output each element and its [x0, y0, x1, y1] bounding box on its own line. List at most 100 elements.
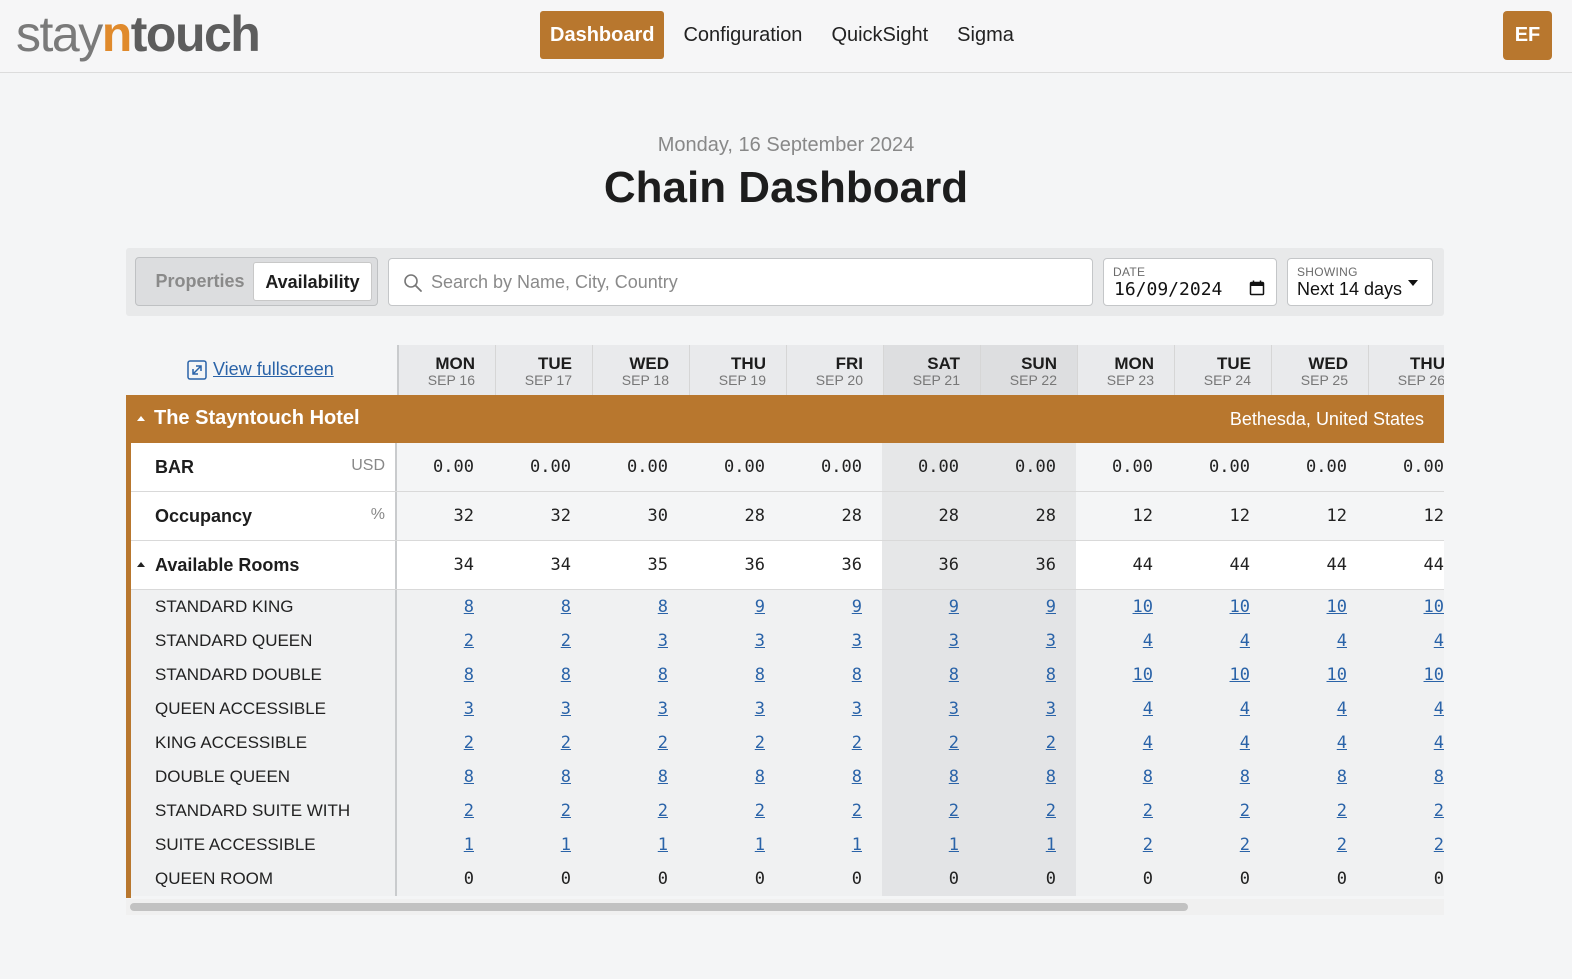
room-count-link[interactable]: 2	[948, 801, 959, 821]
room-count-link[interactable]: 10	[1423, 665, 1444, 685]
room-count-link[interactable]: 4	[1239, 733, 1250, 753]
room-count-link[interactable]: 1	[754, 835, 765, 855]
room-count-link[interactable]: 4	[1336, 699, 1347, 719]
room-count-link[interactable]: 10	[1229, 597, 1250, 617]
room-count-link[interactable]: 2	[948, 733, 959, 753]
showing-select[interactable]: SHOWING Next 14 days	[1287, 258, 1433, 306]
room-count-link[interactable]: 2	[1336, 801, 1347, 821]
room-count-link[interactable]: 8	[560, 665, 571, 685]
room-count-link[interactable]: 2	[754, 733, 765, 753]
tab-properties[interactable]: Properties	[155, 271, 245, 291]
room-count-link[interactable]: 1	[948, 835, 959, 855]
room-count-link[interactable]: 3	[1045, 699, 1056, 719]
room-count-link[interactable]: 8	[1336, 767, 1347, 787]
room-count-link[interactable]: 10	[1423, 597, 1444, 617]
room-count-link[interactable]: 8	[1433, 767, 1444, 787]
room-count-link[interactable]: 3	[948, 631, 959, 651]
collapse-icon[interactable]	[137, 416, 145, 421]
room-count-link[interactable]: 8	[1239, 767, 1250, 787]
room-count-link[interactable]: 3	[657, 631, 668, 651]
room-count-link[interactable]: 2	[1045, 733, 1056, 753]
room-count-link[interactable]: 8	[1142, 767, 1153, 787]
room-count-link[interactable]: 3	[1045, 631, 1056, 651]
room-count-link[interactable]: 2	[463, 801, 474, 821]
nav-dashboard[interactable]: Dashboard	[540, 11, 665, 59]
room-count-link[interactable]: 3	[463, 699, 474, 719]
room-count-link[interactable]: 4	[1142, 733, 1153, 753]
room-count-link[interactable]: 4	[1239, 631, 1250, 651]
room-count-link[interactable]: 4	[1433, 733, 1444, 753]
room-count-link[interactable]: 2	[1045, 801, 1056, 821]
room-count-link[interactable]: 8	[754, 665, 765, 685]
room-count-link[interactable]: 2	[560, 631, 571, 651]
room-count-link[interactable]: 2	[851, 733, 862, 753]
room-count-link[interactable]: 3	[657, 699, 668, 719]
room-count-link[interactable]: 4	[1142, 631, 1153, 651]
room-count-link[interactable]: 8	[754, 767, 765, 787]
room-count-link[interactable]: 8	[657, 665, 668, 685]
room-count-link[interactable]: 2	[1239, 801, 1250, 821]
room-count-link[interactable]: 2	[851, 801, 862, 821]
view-fullscreen-link[interactable]: View fullscreen	[187, 359, 334, 380]
room-count-link[interactable]: 10	[1132, 597, 1153, 617]
room-count-link[interactable]: 2	[657, 733, 668, 753]
room-count-link[interactable]: 4	[1336, 733, 1347, 753]
room-count-link[interactable]: 4	[1433, 699, 1444, 719]
room-count-link[interactable]: 2	[754, 801, 765, 821]
room-count-link[interactable]: 10	[1326, 597, 1347, 617]
hotel-header[interactable]: The Stayntouch Hotel Bethesda, United St…	[126, 395, 1444, 443]
room-count-link[interactable]: 10	[1326, 665, 1347, 685]
room-count-link[interactable]: 4	[1142, 699, 1153, 719]
room-count-link[interactable]: 9	[851, 597, 862, 617]
room-count-link[interactable]: 8	[948, 767, 959, 787]
nav-sigma[interactable]: Sigma	[957, 24, 1014, 46]
calendar-icon[interactable]	[1249, 280, 1265, 296]
nav-quicksight[interactable]: QuickSight	[831, 24, 929, 46]
metric-label-cell[interactable]: Available Rooms	[131, 541, 397, 589]
room-count-link[interactable]: 3	[948, 699, 959, 719]
room-count-link[interactable]: 8	[1045, 665, 1056, 685]
room-count-link[interactable]: 2	[560, 801, 571, 821]
room-count-link[interactable]: 2	[1433, 801, 1444, 821]
room-count-link[interactable]: 3	[851, 699, 862, 719]
room-count-link[interactable]: 2	[1336, 835, 1347, 855]
room-count-link[interactable]: 8	[851, 665, 862, 685]
room-count-link[interactable]: 2	[1142, 801, 1153, 821]
room-count-link[interactable]: 2	[463, 631, 474, 651]
room-count-link[interactable]: 1	[851, 835, 862, 855]
room-count-link[interactable]: 10	[1229, 665, 1250, 685]
room-count-link[interactable]: 8	[657, 767, 668, 787]
room-count-link[interactable]: 2	[1239, 835, 1250, 855]
brand-logo[interactable]: stayntouch	[16, 6, 261, 62]
room-count-link[interactable]: 8	[948, 665, 959, 685]
room-count-link[interactable]: 1	[463, 835, 474, 855]
room-count-link[interactable]: 10	[1132, 665, 1153, 685]
room-count-link[interactable]: 2	[657, 801, 668, 821]
room-count-link[interactable]: 1	[657, 835, 668, 855]
room-count-link[interactable]: 9	[1045, 597, 1056, 617]
nav-configuration[interactable]: Configuration	[683, 24, 803, 46]
room-count-link[interactable]: 8	[463, 767, 474, 787]
room-count-link[interactable]: 3	[851, 631, 862, 651]
room-count-link[interactable]: 3	[560, 699, 571, 719]
room-count-link[interactable]: 9	[948, 597, 959, 617]
room-count-link[interactable]: 2	[1142, 835, 1153, 855]
room-count-link[interactable]: 8	[851, 767, 862, 787]
room-count-link[interactable]: 8	[463, 665, 474, 685]
room-count-link[interactable]: 3	[754, 699, 765, 719]
room-count-link[interactable]: 2	[463, 733, 474, 753]
scrollbar-thumb[interactable]	[130, 903, 1188, 911]
room-count-link[interactable]: 4	[1433, 631, 1444, 651]
horizontal-scrollbar[interactable]	[126, 899, 1444, 915]
room-count-link[interactable]: 3	[754, 631, 765, 651]
room-count-link[interactable]: 4	[1336, 631, 1347, 651]
room-count-link[interactable]: 8	[560, 767, 571, 787]
room-count-link[interactable]: 1	[560, 835, 571, 855]
room-count-link[interactable]: 8	[657, 597, 668, 617]
tab-availability[interactable]: Availability	[253, 262, 372, 301]
room-count-link[interactable]: 4	[1239, 699, 1250, 719]
room-count-link[interactable]: 2	[1433, 835, 1444, 855]
collapse-icon[interactable]	[137, 562, 145, 567]
user-avatar[interactable]: EF	[1503, 11, 1552, 60]
room-count-link[interactable]: 8	[1045, 767, 1056, 787]
